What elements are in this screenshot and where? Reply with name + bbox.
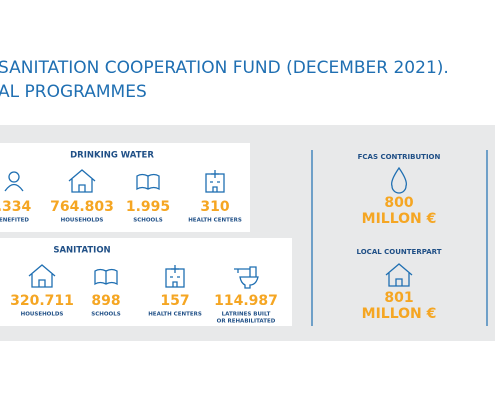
- value: 1.995: [126, 199, 170, 215]
- funding-unit: MILLON €: [362, 211, 437, 227]
- value: 310: [200, 199, 229, 215]
- value: 114.987: [214, 293, 278, 309]
- icon: [68, 169, 96, 193]
- icon: [4, 183, 24, 192]
- label: OR REHABILITATED: [217, 319, 276, 325]
- label: SCHOOLS: [91, 312, 120, 318]
- icon: [391, 166, 407, 194]
- funding-value: 800: [384, 195, 413, 211]
- icon: [136, 173, 160, 191]
- value: .334: [0, 199, 32, 215]
- title: AL PROGRAMMES: [0, 82, 147, 102]
- label: HOUSEHOLDS: [21, 312, 64, 318]
- section-title: DRINKING WATER: [70, 151, 154, 161]
- value: 320.711: [10, 293, 74, 309]
- icon: [385, 263, 413, 287]
- title: SANITATION COOPERATION FUND (DECEMBER 20…: [0, 58, 449, 78]
- label: HEALTH CENTERS: [188, 218, 242, 224]
- label: LATRINES BUILT: [222, 312, 271, 318]
- section-title: SANITATION: [53, 246, 110, 256]
- icon: [170, 265, 180, 287]
- icon: [234, 266, 259, 289]
- label: HOUSEHOLDS: [61, 218, 104, 224]
- drinking-water-box: [0, 143, 250, 232]
- icon: [94, 268, 118, 286]
- value: 157: [160, 293, 189, 309]
- funding-value: 801: [384, 290, 413, 306]
- funding-title: LOCAL COUNTERPART: [357, 248, 442, 256]
- icon: [8, 171, 20, 183]
- label: HEALTH CENTERS: [148, 312, 202, 318]
- funding-unit: MILLON €: [362, 306, 437, 322]
- sanitation-box: [0, 238, 292, 326]
- label: SCHOOLS: [133, 218, 162, 224]
- value: 898: [91, 293, 120, 309]
- label: ENEFITED: [0, 218, 29, 224]
- icon: [28, 264, 56, 288]
- funding-title: FCAS CONTRIBUTION: [358, 153, 441, 161]
- value: 764.803: [50, 199, 114, 215]
- icon: [210, 170, 220, 192]
